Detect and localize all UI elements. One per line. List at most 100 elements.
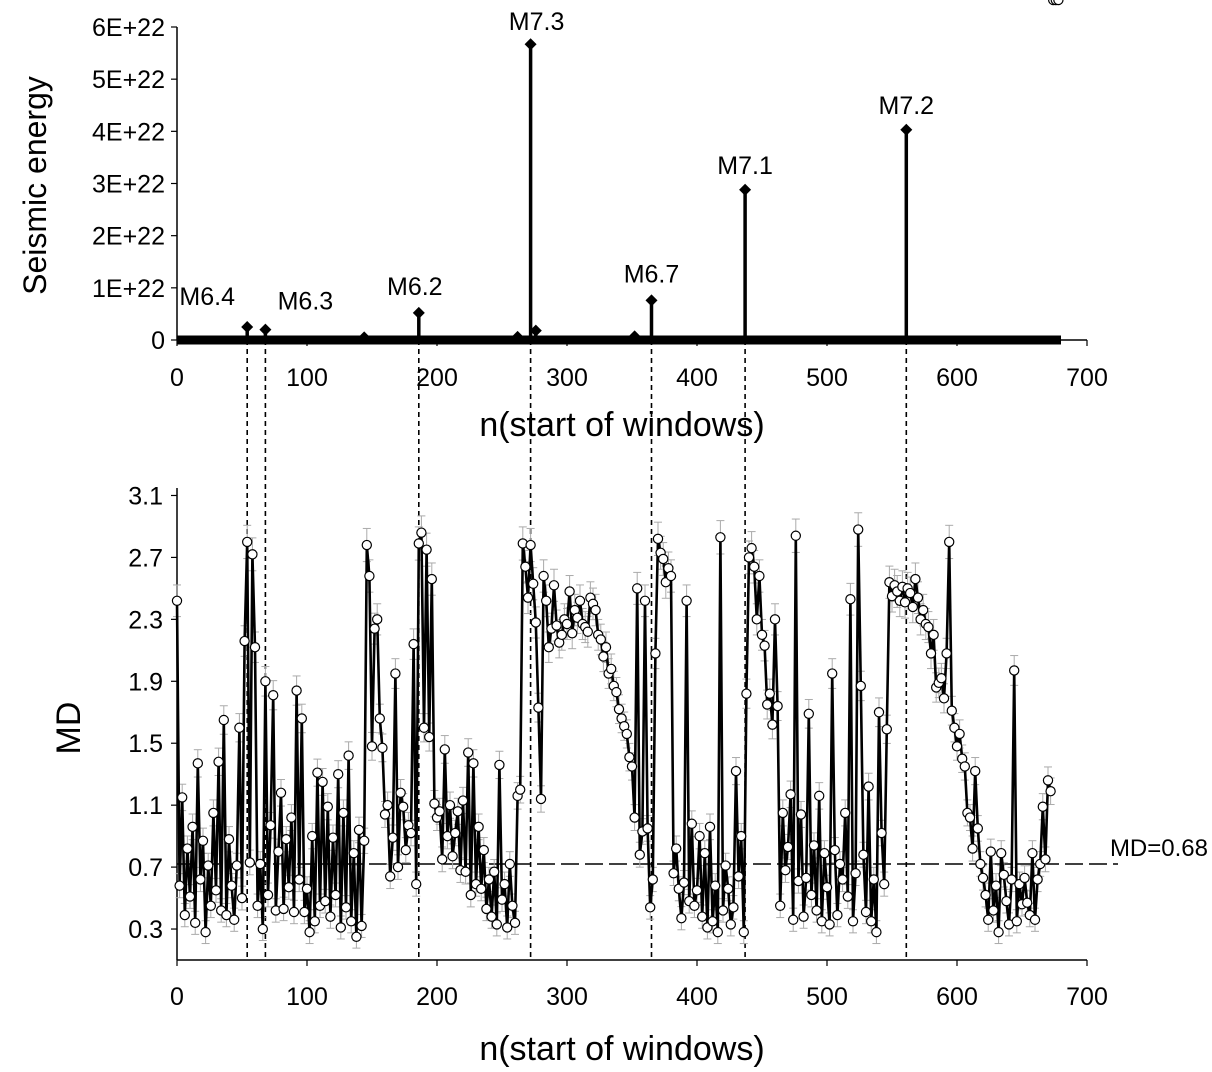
top-y-tick-label: 2E+22 — [92, 223, 165, 251]
md-point — [392, 861, 404, 873]
md-point — [333, 768, 344, 780]
md-point — [567, 628, 578, 639]
md-point — [210, 885, 222, 896]
md-point — [437, 854, 448, 865]
md-point — [814, 790, 825, 802]
md-point — [494, 759, 505, 771]
energy-marker — [259, 323, 272, 336]
md-point — [338, 807, 349, 819]
md-point — [364, 570, 375, 582]
md-point — [504, 858, 515, 870]
md-point — [762, 699, 773, 710]
md-point — [528, 578, 539, 589]
md-point — [234, 722, 245, 733]
md-point — [985, 846, 997, 857]
md-point — [928, 629, 939, 641]
md-point — [944, 536, 955, 548]
md-point — [642, 823, 653, 834]
md-point — [923, 621, 934, 633]
md-point — [288, 906, 300, 918]
md-point — [299, 906, 310, 918]
md-point — [993, 926, 1004, 938]
md-point — [746, 542, 757, 554]
energy-marker — [529, 324, 542, 337]
md-point — [1001, 895, 1012, 907]
md-point — [322, 801, 333, 812]
md-point — [665, 570, 677, 582]
top-x-tick-label: 400 — [676, 364, 718, 392]
md-point — [255, 858, 266, 870]
md-point — [728, 902, 739, 913]
md-point — [535, 793, 547, 805]
md-point — [346, 916, 357, 927]
md-point — [327, 832, 339, 843]
top-y-axis-label: Seismic energy — [17, 76, 53, 295]
md-point — [434, 806, 445, 817]
md-point — [564, 586, 575, 597]
md-point — [686, 818, 698, 829]
md-point — [808, 840, 820, 851]
top-x-tick-label: 600 — [936, 364, 978, 392]
magnitude-label: M7.1 — [717, 152, 773, 180]
md-point — [265, 820, 276, 831]
top-x-axis-label: n(start of windows) — [479, 406, 764, 444]
md-point — [858, 849, 869, 860]
bottom-y-tick-label: 2.7 — [128, 544, 163, 572]
bottom-x-tick-label: 600 — [936, 983, 978, 1011]
md-point — [221, 909, 232, 921]
md-point — [343, 750, 354, 761]
md-point — [312, 767, 323, 778]
md-point — [1042, 775, 1054, 786]
md-point — [304, 926, 315, 938]
top-x-tick-label: 0 — [170, 364, 184, 392]
md-point — [460, 866, 471, 877]
md-point — [273, 846, 284, 857]
md-point — [418, 722, 430, 733]
md-point — [827, 668, 838, 679]
md-point — [834, 858, 846, 870]
md-point — [691, 885, 703, 896]
md-point — [372, 614, 383, 625]
md-point — [918, 604, 929, 616]
md-point — [767, 719, 778, 730]
md-point — [416, 527, 427, 538]
energy-marker — [511, 330, 524, 343]
md-point — [187, 821, 198, 833]
md-point — [785, 789, 796, 800]
md-point — [262, 889, 274, 901]
energy-marker — [524, 38, 537, 51]
top-x-tick-label: 500 — [806, 364, 848, 392]
md-point — [541, 595, 552, 606]
md-point — [754, 570, 765, 582]
md-point — [977, 872, 989, 884]
md-point — [260, 676, 271, 687]
md-point — [385, 871, 396, 882]
md-point — [179, 909, 190, 921]
md-point — [543, 642, 555, 653]
md-point — [868, 874, 880, 885]
magnitude-label: M7.3 — [509, 8, 565, 36]
bottom-x-tick-label: 100 — [286, 983, 328, 1011]
md-point — [348, 847, 359, 859]
md-point — [624, 751, 635, 763]
md-point — [863, 781, 874, 792]
md-point — [450, 827, 461, 839]
md-point — [244, 857, 255, 868]
md-point — [936, 672, 947, 684]
md-point — [366, 741, 378, 752]
md-point — [1009, 665, 1020, 676]
md-point — [925, 648, 937, 659]
md-error-bars — [173, 0, 1063, 949]
md-point — [905, 587, 916, 599]
md-point — [405, 827, 417, 839]
md-point — [710, 880, 721, 891]
md-point — [749, 561, 760, 572]
md-point — [775, 900, 786, 912]
md-point — [530, 617, 542, 628]
md-point — [447, 851, 458, 862]
md-point — [548, 580, 560, 591]
md-point — [912, 592, 924, 603]
md-point — [200, 926, 211, 938]
md-point — [317, 776, 328, 788]
